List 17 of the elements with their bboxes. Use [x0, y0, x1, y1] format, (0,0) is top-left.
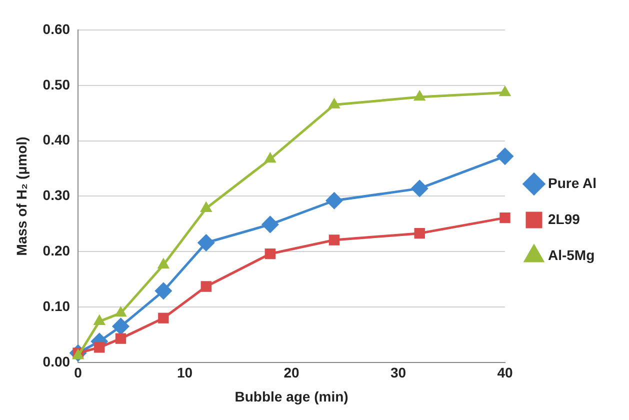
y-tick-label: 0.50	[42, 76, 70, 92]
x-tick-label: 10	[176, 364, 193, 381]
y-tick-label: 0.30	[42, 187, 70, 204]
x-tick-label: 30	[390, 364, 406, 381]
x-tick-label: 0	[74, 364, 82, 381]
x-tick-label: 40	[497, 364, 513, 381]
legend-label: Al-5Mg	[548, 246, 595, 263]
y-tick-label: 0.00	[42, 353, 70, 370]
x-axis-title: Bubble age (min)	[234, 388, 348, 404]
x-tick-label: 20	[284, 364, 300, 381]
y-tick-label: 0.60	[42, 20, 70, 37]
legend-label: Pure Al	[548, 174, 596, 191]
legend-label: 2L99	[548, 210, 580, 227]
y-tick-label: 0.10	[42, 298, 70, 314]
y-tick-label: 0.20	[42, 242, 70, 258]
y-tick-label: 0.40	[42, 132, 70, 148]
y-axis-title: Mass of H₂ (μmol)	[13, 136, 30, 256]
